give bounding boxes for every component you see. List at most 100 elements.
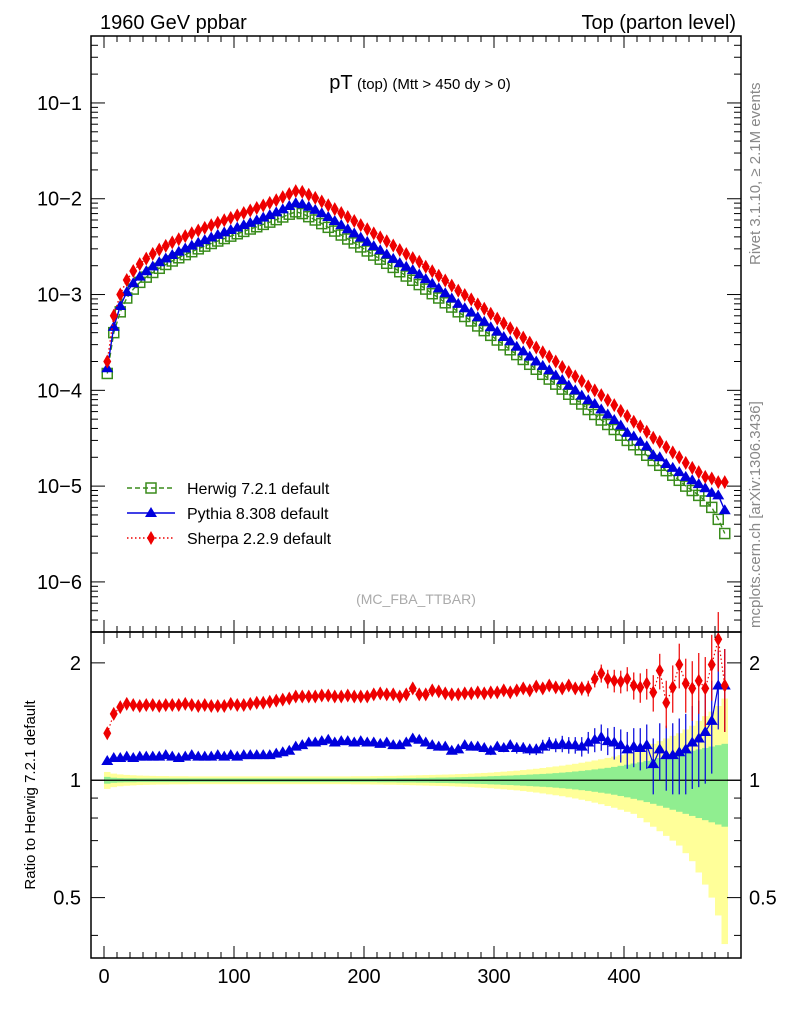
main-point-2 — [220, 213, 229, 228]
ratio-point-1 — [493, 685, 502, 700]
main-point-1 — [452, 297, 465, 308]
main-point-1 — [361, 235, 374, 246]
main-point-1 — [608, 414, 621, 425]
main-point-2 — [389, 238, 398, 253]
main-point-1 — [562, 379, 575, 390]
ratio-point-1 — [447, 687, 456, 702]
main-point-1 — [692, 478, 705, 489]
main-point-2 — [519, 330, 528, 345]
ratio-point-1 — [642, 676, 651, 691]
header-right: Top (parton level) — [581, 12, 736, 34]
ratio-point-0 — [653, 743, 666, 754]
main-point-1 — [211, 228, 224, 239]
main-point-1 — [569, 384, 582, 395]
ratio-point-0 — [588, 733, 601, 744]
ratio-point-1 — [135, 699, 144, 714]
main-point-1 — [439, 287, 452, 298]
main-point-2 — [538, 345, 547, 360]
ratio-point-1 — [629, 678, 638, 693]
ratio-point-0 — [101, 755, 114, 766]
main-point-1 — [465, 306, 478, 317]
main-point-1 — [250, 214, 263, 225]
main-point-2 — [213, 215, 222, 230]
main-point-2 — [148, 246, 157, 261]
ratio-point-1 — [213, 699, 222, 714]
main-point-2 — [103, 354, 112, 369]
ratio-point-1 — [200, 697, 209, 712]
main-point-1 — [107, 320, 120, 331]
main-point-2 — [649, 430, 658, 445]
ratio-point-1 — [226, 696, 235, 711]
main-point-2 — [480, 301, 489, 316]
main-point-1 — [153, 256, 166, 267]
ratio-point-0 — [322, 733, 335, 744]
main-point-0 — [309, 214, 321, 226]
axes: 10−6 10−5 10−4 10−3 10−2 10−1 0 100 200 300 400 0.5… — [37, 35, 777, 988]
ratio-point-1 — [330, 689, 339, 704]
ratio-point-1 — [545, 678, 554, 693]
main-panel-series — [101, 184, 731, 540]
ratio-point-1 — [161, 697, 170, 712]
main-point-1 — [582, 394, 595, 405]
ratio-point-1 — [233, 697, 242, 712]
main-point-2 — [655, 434, 664, 449]
main-point-2 — [291, 184, 300, 199]
ratio-point-1 — [623, 671, 632, 686]
main-point-1 — [367, 240, 380, 251]
main-point-1 — [614, 419, 627, 430]
main-point-1 — [660, 458, 673, 469]
main-point-2 — [616, 403, 625, 418]
ratio-point-1 — [265, 694, 274, 709]
main-point-1 — [263, 209, 276, 220]
main-point-2 — [233, 208, 242, 223]
main-point-1 — [510, 340, 523, 351]
ratio-point-0 — [705, 714, 718, 725]
main-point-2 — [499, 316, 508, 331]
ratio-point-1 — [168, 697, 177, 712]
main-point-2 — [376, 230, 385, 245]
main-point-2 — [623, 408, 632, 423]
main-point-0 — [342, 233, 354, 245]
main-point-1 — [556, 374, 569, 385]
band-inner-bin — [721, 743, 728, 827]
main-point-1 — [192, 236, 205, 247]
ratio-point-1 — [506, 685, 515, 700]
ratio-point-1 — [441, 686, 450, 701]
ratio-point-1 — [551, 680, 560, 695]
ratio-point-0 — [419, 736, 432, 747]
main-point-1 — [712, 489, 725, 500]
main-point-2 — [181, 229, 190, 244]
main-point-2 — [551, 354, 560, 369]
ratio-point-1 — [590, 671, 599, 686]
main-point-2 — [252, 201, 261, 216]
ratio-point-0 — [575, 740, 588, 751]
legend-item-sherpa: Sherpa 2.2.9 default — [127, 531, 332, 548]
ratio-point-1 — [304, 689, 313, 704]
main-point-1 — [296, 198, 309, 209]
ratio-point-1 — [694, 673, 703, 688]
ratio-point-0 — [536, 740, 549, 751]
main-point-2 — [486, 306, 495, 321]
main-point-1 — [536, 359, 549, 370]
main-point-2 — [577, 374, 586, 389]
main-point-1 — [146, 260, 159, 271]
main-point-1 — [198, 234, 211, 245]
main-point-2 — [265, 195, 274, 210]
main-point-1 — [276, 203, 289, 214]
main-point-2 — [571, 369, 580, 384]
main-point-2 — [415, 254, 424, 269]
main-point-1 — [575, 389, 588, 400]
main-point-1 — [497, 331, 510, 342]
main-point-1 — [322, 210, 335, 221]
ratio-point-1 — [701, 681, 710, 696]
legend-label-pythia: Pythia 8.308 default — [187, 506, 329, 523]
ratio-point-1 — [259, 695, 268, 710]
main-point-1 — [530, 355, 543, 366]
main-point-1 — [400, 260, 413, 271]
ratio-y-tick-label-right: 1 — [749, 770, 760, 792]
ratio-y-tick-label-right: 0.5 — [749, 888, 777, 910]
ratio-point-1 — [317, 688, 326, 703]
main-y-tick-label: 10−4 — [37, 380, 82, 402]
main-point-2 — [662, 440, 671, 455]
